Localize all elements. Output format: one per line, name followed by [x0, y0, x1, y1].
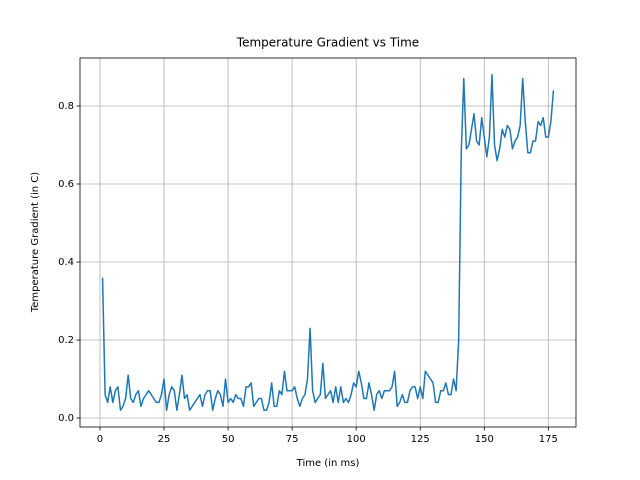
y-tick-label: 0.2 [58, 335, 74, 346]
x-tick-label: 100 [347, 434, 366, 445]
x-tick-label: 50 [222, 434, 235, 445]
x-tick-label: 75 [286, 434, 299, 445]
y-tick-label: 0.6 [58, 179, 74, 190]
y-tick-label: 0.8 [58, 101, 74, 112]
y-tick-label: 0.0 [58, 413, 74, 424]
x-tick-label: 0 [97, 434, 103, 445]
y-axis-label: Temperature Gradient (in C) [30, 172, 41, 313]
x-tick-label: 150 [475, 434, 494, 445]
x-tick-label: 175 [539, 434, 558, 445]
x-tick-label: 125 [411, 434, 430, 445]
plot-frame [79, 57, 577, 428]
data-line [101, 74, 555, 411]
chart-title: Temperature Gradient vs Time [236, 36, 419, 50]
x-axis-label: Time (in ms) [296, 458, 360, 469]
x-tick-label: 25 [158, 434, 171, 445]
y-tick-label: 0.4 [58, 257, 74, 268]
